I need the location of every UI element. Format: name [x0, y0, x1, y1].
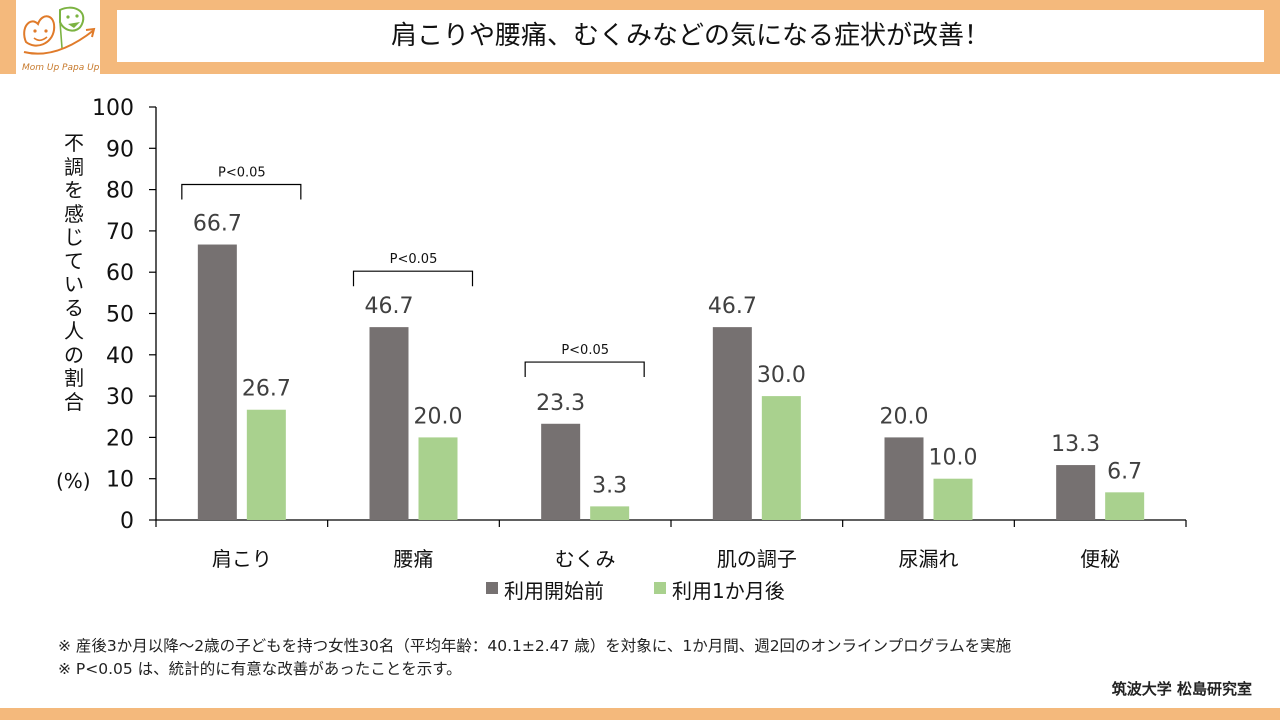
title-box: 肩こりや腰痛、むくみなどの気になる症状が改善！ — [117, 10, 1264, 62]
legend-swatch — [486, 582, 498, 594]
credit: 筑波大学 松島研究室 — [1111, 680, 1252, 698]
data-label: 26.7 — [242, 377, 291, 402]
data-label: 13.3 — [1051, 432, 1100, 457]
x-tick-label: 尿漏れ — [899, 547, 959, 571]
y-tick-label: 100 — [92, 96, 134, 121]
x-tick-label: 肩こり — [212, 547, 272, 571]
bar-after — [590, 506, 630, 520]
bar-before — [884, 437, 924, 520]
page-title: 肩こりや腰痛、むくみなどの気になる症状が改善！ — [390, 21, 991, 51]
bar-after — [1105, 492, 1145, 520]
x-tick-label: むくみ — [555, 547, 616, 571]
significance-label: P<0.05 — [218, 165, 266, 180]
logo: Mom Up Papa Up! — [16, 0, 103, 74]
y-tick-label: 50 — [106, 303, 134, 328]
data-label: 6.7 — [1107, 459, 1142, 484]
y-tick-label: 10 — [106, 468, 134, 493]
significance-bracket — [181, 183, 302, 200]
footnote-2: ※ P<0.05 は、統計的に有意な改善があったことを示す。 — [58, 660, 462, 678]
x-tick-label: 便秘 — [1080, 547, 1120, 571]
data-label: 46.7 — [708, 294, 757, 319]
data-label: 3.3 — [592, 473, 627, 498]
bar-after — [933, 478, 973, 520]
significance-label: P<0.05 — [561, 343, 609, 358]
y-tick-label: 40 — [106, 344, 134, 369]
footnote-1: ※ 産後3か月以降～2歳の子どもを持つ女性30名（平均年齢：40.1±2.47 … — [58, 637, 1012, 655]
significance-bracket — [352, 270, 474, 287]
footer-band — [0, 708, 1280, 720]
bar-after — [418, 437, 458, 520]
legend-swatch — [654, 582, 666, 594]
y-tick-label: 70 — [106, 220, 134, 245]
x-tick-label: 肌の調子 — [717, 547, 797, 571]
y-tick-label: 20 — [106, 426, 134, 451]
data-label: 23.3 — [536, 391, 585, 416]
significance-label: P<0.05 — [390, 252, 438, 267]
significance-bracket — [524, 361, 645, 378]
data-label: 20.0 — [880, 404, 929, 429]
y-axis-label: 不調を感じている人の割合 — [64, 131, 84, 414]
data-label: 30.0 — [757, 363, 806, 388]
bar-before — [1056, 465, 1096, 520]
legend-label: 利用1か月後 — [672, 579, 785, 603]
logo-icon: Mom Up Papa Up! — [22, 6, 103, 73]
data-label: 10.0 — [929, 446, 978, 471]
svg-text:Mom Up Papa Up!: Mom Up Papa Up! — [22, 63, 100, 73]
y-tick-label: 0 — [120, 509, 134, 534]
y-tick-label: 80 — [106, 179, 134, 204]
bar-before — [541, 423, 581, 520]
y-tick-label: 90 — [106, 137, 134, 162]
bar-before — [369, 327, 409, 520]
data-label: 20.0 — [414, 404, 463, 429]
y-tick-label: 30 — [106, 385, 134, 410]
x-tick-label: 腰痛 — [394, 547, 434, 571]
bar-before — [712, 327, 752, 520]
y-tick-label: 60 — [106, 261, 134, 286]
legend-label: 利用開始前 — [504, 579, 604, 603]
bar-after — [246, 409, 286, 520]
bar-before — [197, 244, 237, 521]
data-label: 66.7 — [193, 212, 242, 237]
data-label: 46.7 — [365, 294, 414, 319]
bar-after — [761, 396, 801, 520]
y-axis-unit: (%) — [56, 469, 91, 493]
